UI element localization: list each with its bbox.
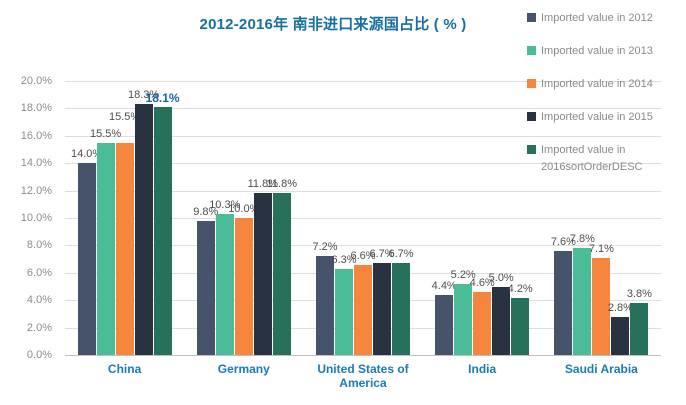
- value-label: 7.6%: [550, 235, 576, 248]
- value-label: 5.0%: [488, 271, 514, 284]
- legend-item-2[interactable]: Imported value in 2014: [527, 76, 682, 93]
- bar-germany-series3[interactable]: [253, 193, 272, 355]
- bar-united-states-of-america-series2[interactable]: [354, 264, 372, 355]
- value-label: 10.0%: [228, 203, 260, 215]
- value-label: 4.2%: [507, 282, 533, 295]
- y-axis-tick-label: 8.0%: [26, 239, 52, 251]
- bar-saudi-arabia-series0[interactable]: [554, 250, 573, 355]
- x-axis-category-label: Germany: [217, 362, 270, 376]
- bar-germany-series4[interactable]: [272, 193, 291, 355]
- value-label: 2.8%: [607, 301, 633, 314]
- chart-title: 2012-2016年 南非进口来源国占比 ( % ): [199, 16, 467, 33]
- x-axis-category-label: Saudi Arabia: [564, 362, 638, 376]
- value-label: 6.3%: [331, 253, 357, 266]
- legend-item-1[interactable]: Imported value in 2013: [527, 43, 682, 60]
- legend-label: Imported value in 2016sortOrderDESC: [541, 144, 643, 173]
- y-axis-tick-label: 2.0%: [26, 322, 52, 334]
- value-label: 3.8%: [626, 287, 652, 300]
- bar-saudi-arabia-series1[interactable]: [573, 248, 592, 355]
- value-label: 4.4%: [431, 279, 457, 292]
- legend-swatch-icon: [527, 13, 536, 22]
- bar-india-series1[interactable]: [454, 283, 473, 355]
- gridline: [65, 108, 661, 109]
- value-label: 6.7%: [369, 248, 395, 261]
- y-axis-tick-label: 0.0%: [26, 349, 52, 361]
- value-label: 7.2%: [312, 241, 338, 254]
- y-axis-tick-label: 12.0%: [20, 185, 52, 197]
- legend-label: Imported value in 2013: [541, 45, 653, 57]
- value-label: 18.3%: [127, 89, 160, 102]
- legend-item-3[interactable]: Imported value in 2015: [527, 109, 682, 126]
- value-label: 5.2%: [450, 268, 476, 281]
- gridline: [65, 81, 661, 82]
- y-axis-tick-label: 10.0%: [20, 212, 52, 224]
- bar-india-series2[interactable]: [473, 292, 492, 355]
- legend-swatch-icon: [527, 46, 536, 55]
- x-axis-category-label: United States of America: [317, 362, 409, 390]
- legend-label: Imported value in 2012: [541, 12, 653, 24]
- bar-china-series4[interactable]: [153, 107, 172, 355]
- y-axis-tick-label: 6.0%: [26, 267, 52, 279]
- bar-united-states-of-america-series4[interactable]: [392, 263, 410, 355]
- bar-germany-series2[interactable]: [234, 218, 253, 355]
- value-label: 10.3%: [209, 198, 241, 211]
- value-label: 14.0%: [70, 148, 103, 161]
- bar-saudi-arabia-series4[interactable]: [630, 302, 649, 355]
- legend-swatch-icon: [527, 112, 536, 121]
- legend-item-4[interactable]: Imported value in 2016sortOrderDESC: [527, 142, 682, 176]
- bar-india-series4[interactable]: [511, 297, 530, 355]
- bar-united-states-of-america-series3[interactable]: [373, 263, 391, 355]
- value-label: 15.5%: [89, 127, 122, 140]
- bar-united-states-of-america-series0[interactable]: [316, 256, 334, 355]
- bar-china-series1[interactable]: [96, 142, 115, 355]
- gridline: [65, 218, 661, 219]
- bar-india-series0[interactable]: [435, 294, 454, 355]
- bar-saudi-arabia-series2[interactable]: [592, 257, 611, 355]
- y-axis-tick-label: 16.0%: [20, 130, 52, 142]
- bar-china-series0[interactable]: [77, 163, 96, 355]
- x-axis-line: [65, 355, 661, 356]
- value-label: 11.8%: [247, 178, 278, 191]
- gridline: [65, 245, 661, 246]
- gridline: [65, 191, 661, 192]
- bar-china-series3[interactable]: [134, 104, 153, 355]
- legend-swatch-icon: [527, 79, 536, 88]
- legend-swatch-icon: [527, 145, 536, 154]
- legend-item-0[interactable]: Imported value in 2012: [527, 10, 682, 27]
- gridline: [65, 163, 661, 164]
- y-axis-tick-label: 20.0%: [20, 75, 52, 87]
- bar-saudi-arabia-series3[interactable]: [611, 316, 630, 355]
- value-label: 11.8%: [266, 178, 297, 191]
- value-label: 9.8%: [193, 205, 219, 218]
- bar-china-series2[interactable]: [115, 142, 134, 355]
- bar-germany-series1[interactable]: [215, 213, 234, 355]
- gridline: [65, 136, 661, 137]
- x-axis-category-label: China: [107, 362, 142, 376]
- value-label-highlighted: 18.1%: [145, 91, 180, 105]
- y-axis-tick-label: 18.0%: [20, 102, 52, 114]
- legend: Imported value in 2012 Imported value in …: [527, 10, 682, 192]
- value-label: 7.1%: [588, 242, 614, 255]
- value-label: 6.7%: [388, 248, 414, 261]
- bar-india-series3[interactable]: [492, 286, 511, 355]
- legend-label: Imported value in 2014: [541, 78, 653, 90]
- y-axis-tick-label: 4.0%: [26, 294, 52, 306]
- bar-united-states-of-america-series1[interactable]: [335, 268, 353, 355]
- value-label: 6.6%: [350, 249, 376, 262]
- value-label: 4.6%: [469, 277, 495, 289]
- x-axis-category-label: India: [468, 362, 497, 376]
- legend-label: Imported value in 2015: [541, 111, 653, 123]
- bar-germany-series0[interactable]: [196, 220, 215, 355]
- y-axis-tick-label: 14.0%: [20, 157, 52, 169]
- value-label: 15.5%: [108, 110, 141, 123]
- value-label: 7.8%: [569, 233, 595, 246]
